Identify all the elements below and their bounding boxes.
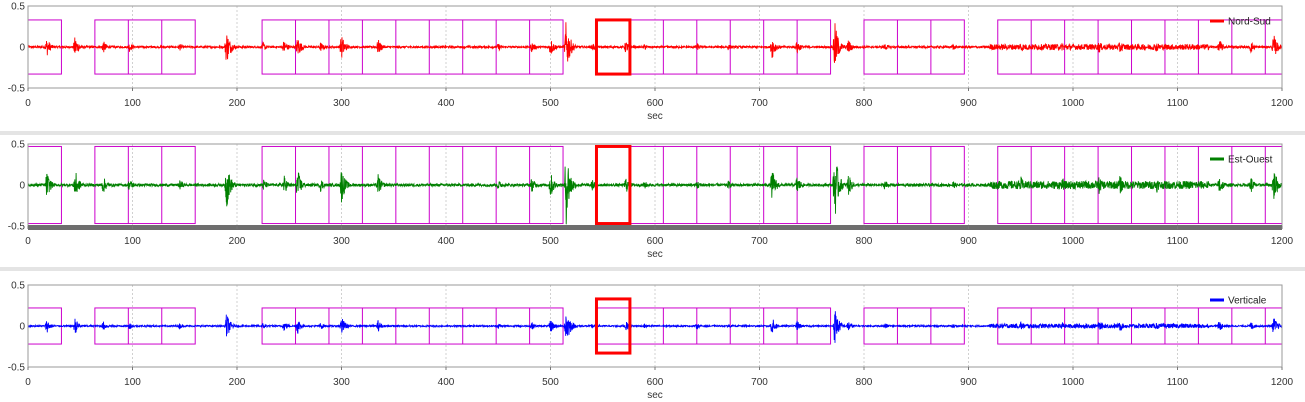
x-tick-label: 800 [856, 98, 873, 109]
x-tick-label: 1100 [1167, 236, 1189, 247]
chart-est-ouest: 0.5 0 -0.5 0 100 200 300 400 500 600 700 800 900 1000… [8, 140, 1294, 261]
x-tick-label: 1100 [1167, 98, 1189, 109]
x-tick-label: 700 [751, 98, 768, 109]
x-tick-label: 200 [229, 377, 246, 388]
x-tick-label: 900 [960, 236, 977, 247]
legend-label: Est-Ouest [1228, 155, 1273, 166]
x-tick-label: 300 [333, 377, 350, 388]
x-tick-label: 900 [960, 377, 977, 388]
x-tick-label: 1200 [1271, 98, 1294, 109]
y-tick-label: 0 [19, 181, 25, 192]
x-axis-label: sec [647, 111, 663, 122]
x-tick-label: 300 [333, 236, 350, 247]
selected-window [594, 144, 632, 226]
legend-label: Nord-Sud [1228, 17, 1271, 28]
x-tick-label: 1000 [1062, 377, 1085, 388]
x-tick-label: 300 [333, 98, 350, 109]
x-axis-label: sec [647, 249, 663, 260]
x-tick-label: 600 [647, 98, 664, 109]
x-tick-label: 500 [542, 236, 559, 247]
selected-window [594, 297, 632, 355]
y-tick-label: -0.5 [8, 222, 26, 233]
x-tick-label: 700 [751, 236, 768, 247]
waveform-est-ouest [27, 166, 1283, 225]
y-tick-label: 0.5 [11, 140, 25, 151]
chart-panel-nord-sud: 0.5 0 -0.5 0 100 200 300 400 500 600 700 800 900 1000… [0, 0, 1305, 131]
x-tick-label: 800 [856, 377, 873, 388]
x-axis-label: sec [647, 390, 663, 401]
legend-label: Verticale [1228, 296, 1267, 307]
x-tick-label: 500 [542, 98, 559, 109]
x-tick-label: 1000 [1062, 236, 1085, 247]
x-tick-label: 900 [960, 98, 977, 109]
y-tick-label: 0 [19, 322, 25, 333]
x-tick-label: 0 [25, 236, 31, 247]
chart-nord-sud: 0.5 0 -0.5 0 100 200 300 400 500 600 700 800 900 1000… [8, 2, 1294, 123]
waveform-verticale [27, 311, 1283, 343]
x-tick-label: 400 [438, 236, 455, 247]
panel-separator [0, 267, 1305, 271]
x-tick-label: 1200 [1271, 236, 1294, 247]
x-tick-label: 100 [124, 98, 141, 109]
x-tick-label: 400 [438, 377, 455, 388]
x-tick-label: 1100 [1167, 377, 1189, 388]
x-tick-label: 400 [438, 98, 455, 109]
x-tick-label: 500 [542, 377, 559, 388]
x-tick-label: 700 [751, 377, 768, 388]
x-tick-label: 600 [647, 236, 664, 247]
y-tick-label: 0 [19, 43, 25, 54]
x-tick-label: 800 [856, 236, 873, 247]
chart-panel-est-ouest: 0.5 0 -0.5 0 100 200 300 400 500 600 700 800 900 1000… [0, 135, 1305, 267]
x-tick-label: 200 [229, 236, 246, 247]
chart-panel-verticale: 0.5 0 -0.5 0 100 200 300 400 500 600 700 800 900 1000… [0, 271, 1305, 402]
selected-window [594, 18, 632, 76]
x-tick-label: 200 [229, 98, 246, 109]
y-tick-label: 0.5 [11, 2, 25, 13]
x-tick-label: 0 [25, 377, 31, 388]
x-tick-label: 0 [25, 98, 31, 109]
x-tick-label: 100 [124, 377, 141, 388]
chart-verticale: 0.5 0 -0.5 0 100 200 300 400 500 600 700 800 900 1000… [8, 281, 1294, 402]
y-tick-label: -0.5 [8, 84, 26, 95]
x-tick-label: 600 [647, 377, 664, 388]
x-tick-label: 1200 [1271, 377, 1294, 388]
waveform-nord-sud [27, 22, 1283, 63]
x-tick-label: 100 [124, 236, 141, 247]
y-tick-label: 0.5 [11, 281, 25, 292]
panel-separator [0, 131, 1305, 135]
y-tick-label: -0.5 [8, 363, 26, 374]
x-tick-label: 1000 [1062, 98, 1085, 109]
